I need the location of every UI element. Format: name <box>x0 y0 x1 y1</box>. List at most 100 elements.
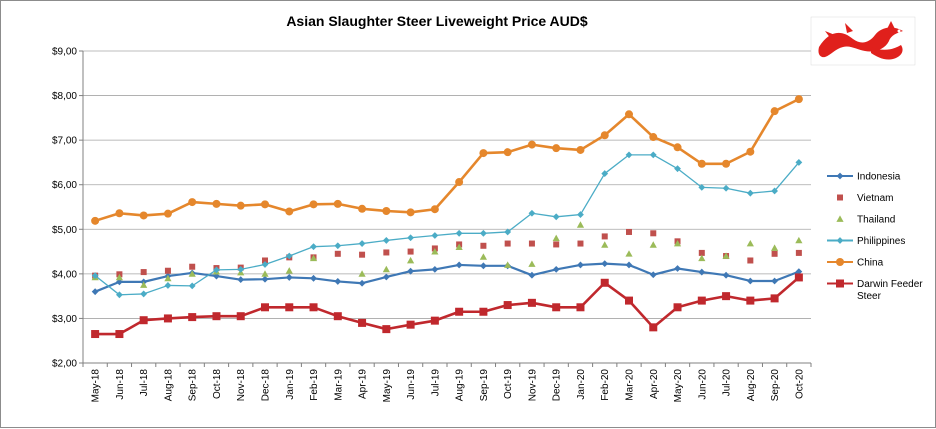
point-vietnam <box>504 240 511 247</box>
point-indonesia <box>674 265 681 272</box>
point-china <box>358 204 367 213</box>
point-indonesia <box>552 266 560 273</box>
point-china <box>236 201 245 210</box>
point-indonesia <box>116 278 123 286</box>
point-thailand <box>673 239 682 247</box>
y-tick-label: $7,00 <box>52 136 77 147</box>
point-china <box>382 207 391 216</box>
point-indonesia <box>358 279 366 287</box>
point-vietnam <box>164 267 171 274</box>
y-tick-label: $9,00 <box>52 47 77 58</box>
point-thailand <box>358 270 366 277</box>
point-darwin-feeder-steer <box>285 303 294 312</box>
x-tick-label: Jul-19 <box>430 369 441 397</box>
point-darwin-feeder-steer <box>406 320 415 329</box>
point-china <box>722 159 731 168</box>
point-darwin-feeder-steer <box>794 273 803 282</box>
point-vietnam <box>650 230 657 237</box>
point-darwin-feeder-steer <box>673 303 682 312</box>
x-tick-label: Mar-19 <box>333 369 344 401</box>
point-indonesia <box>528 271 536 279</box>
point-indonesia <box>577 261 584 269</box>
point-darwin-feeder-steer <box>649 323 658 332</box>
point-vietnam <box>334 250 341 257</box>
point-darwin-feeder-steer <box>188 313 197 322</box>
point-vietnam <box>698 249 705 256</box>
point-indonesia <box>771 277 778 285</box>
point-indonesia <box>455 261 463 269</box>
point-vietnam <box>553 241 560 248</box>
point-indonesia <box>91 288 99 296</box>
point-vietnam <box>601 233 608 240</box>
x-tick-label: May-19 <box>382 369 393 403</box>
legend-marker <box>836 237 844 244</box>
point-vietnam <box>383 249 390 256</box>
point-china <box>212 199 221 208</box>
point-philippines <box>91 272 99 280</box>
legend-marker <box>836 258 844 266</box>
x-tick-label: Dec-19 <box>552 369 563 402</box>
x-tick-label: Sep-19 <box>479 369 490 402</box>
x-tick-label: Oct-19 <box>503 369 514 399</box>
point-philippines <box>116 291 123 299</box>
point-thailand <box>188 270 196 277</box>
point-china <box>285 207 294 216</box>
point-china <box>697 159 706 168</box>
point-darwin-feeder-steer <box>382 325 391 334</box>
point-vietnam <box>262 257 268 264</box>
point-indonesia <box>310 274 317 282</box>
series-philippines <box>91 151 803 299</box>
point-darwin-feeder-steer <box>115 330 124 339</box>
x-tick-label: Apr-19 <box>358 369 369 399</box>
x-tick-label: Jan-19 <box>285 369 296 400</box>
point-darwin-feeder-steer <box>91 330 100 339</box>
point-philippines <box>674 165 681 173</box>
point-darwin-feeder-steer <box>163 314 172 323</box>
point-indonesia <box>431 266 439 273</box>
y-tick-label: $5,00 <box>52 225 77 236</box>
x-tick-label: Nov-18 <box>236 369 247 402</box>
x-tick-label: Jun-18 <box>115 369 126 400</box>
point-china <box>163 209 172 218</box>
point-indonesia <box>649 271 657 279</box>
series-china <box>91 95 803 225</box>
point-thailand <box>479 253 487 260</box>
y-tick-label: $3,00 <box>52 314 77 325</box>
point-darwin-feeder-steer <box>479 307 488 316</box>
point-philippines <box>382 237 390 244</box>
point-darwin-feeder-steer <box>139 316 148 325</box>
point-china <box>673 143 682 152</box>
point-thailand <box>552 234 560 242</box>
point-darwin-feeder-steer <box>625 296 633 305</box>
point-philippines <box>528 209 536 217</box>
point-vietnam <box>577 240 584 247</box>
y-tick-label: $2,00 <box>52 359 77 370</box>
point-philippines <box>431 232 439 239</box>
x-tick-label: Jun-19 <box>406 369 417 400</box>
point-darwin-feeder-steer <box>333 312 342 321</box>
point-philippines <box>140 290 148 298</box>
point-vietnam <box>747 257 754 264</box>
point-philippines <box>771 187 778 195</box>
series-line-philippines <box>94 154 800 296</box>
point-darwin-feeder-steer <box>552 303 561 312</box>
point-indonesia <box>625 261 633 269</box>
x-tick-label: Mar-20 <box>625 369 636 401</box>
point-philippines <box>480 229 487 237</box>
point-indonesia <box>698 268 706 276</box>
point-philippines <box>455 229 463 237</box>
point-china <box>770 107 779 116</box>
legend-label: Philippines <box>857 236 905 247</box>
point-thailand <box>771 244 779 251</box>
y-tick-label: $6,00 <box>52 180 77 191</box>
legend-label: Indonesia <box>857 172 901 183</box>
x-tick-label: Oct-18 <box>212 369 223 399</box>
point-thailand <box>309 254 318 262</box>
y-axis: $2,00 $3,00 $4,00 $5,00 $6,00 $7,00 $8,00 $9,00 <box>52 47 84 370</box>
point-thailand <box>115 273 123 281</box>
x-tick-label: Oct-20 <box>794 369 805 399</box>
point-vietnam <box>771 250 778 257</box>
x-tick-label: Dec-18 <box>261 369 272 402</box>
